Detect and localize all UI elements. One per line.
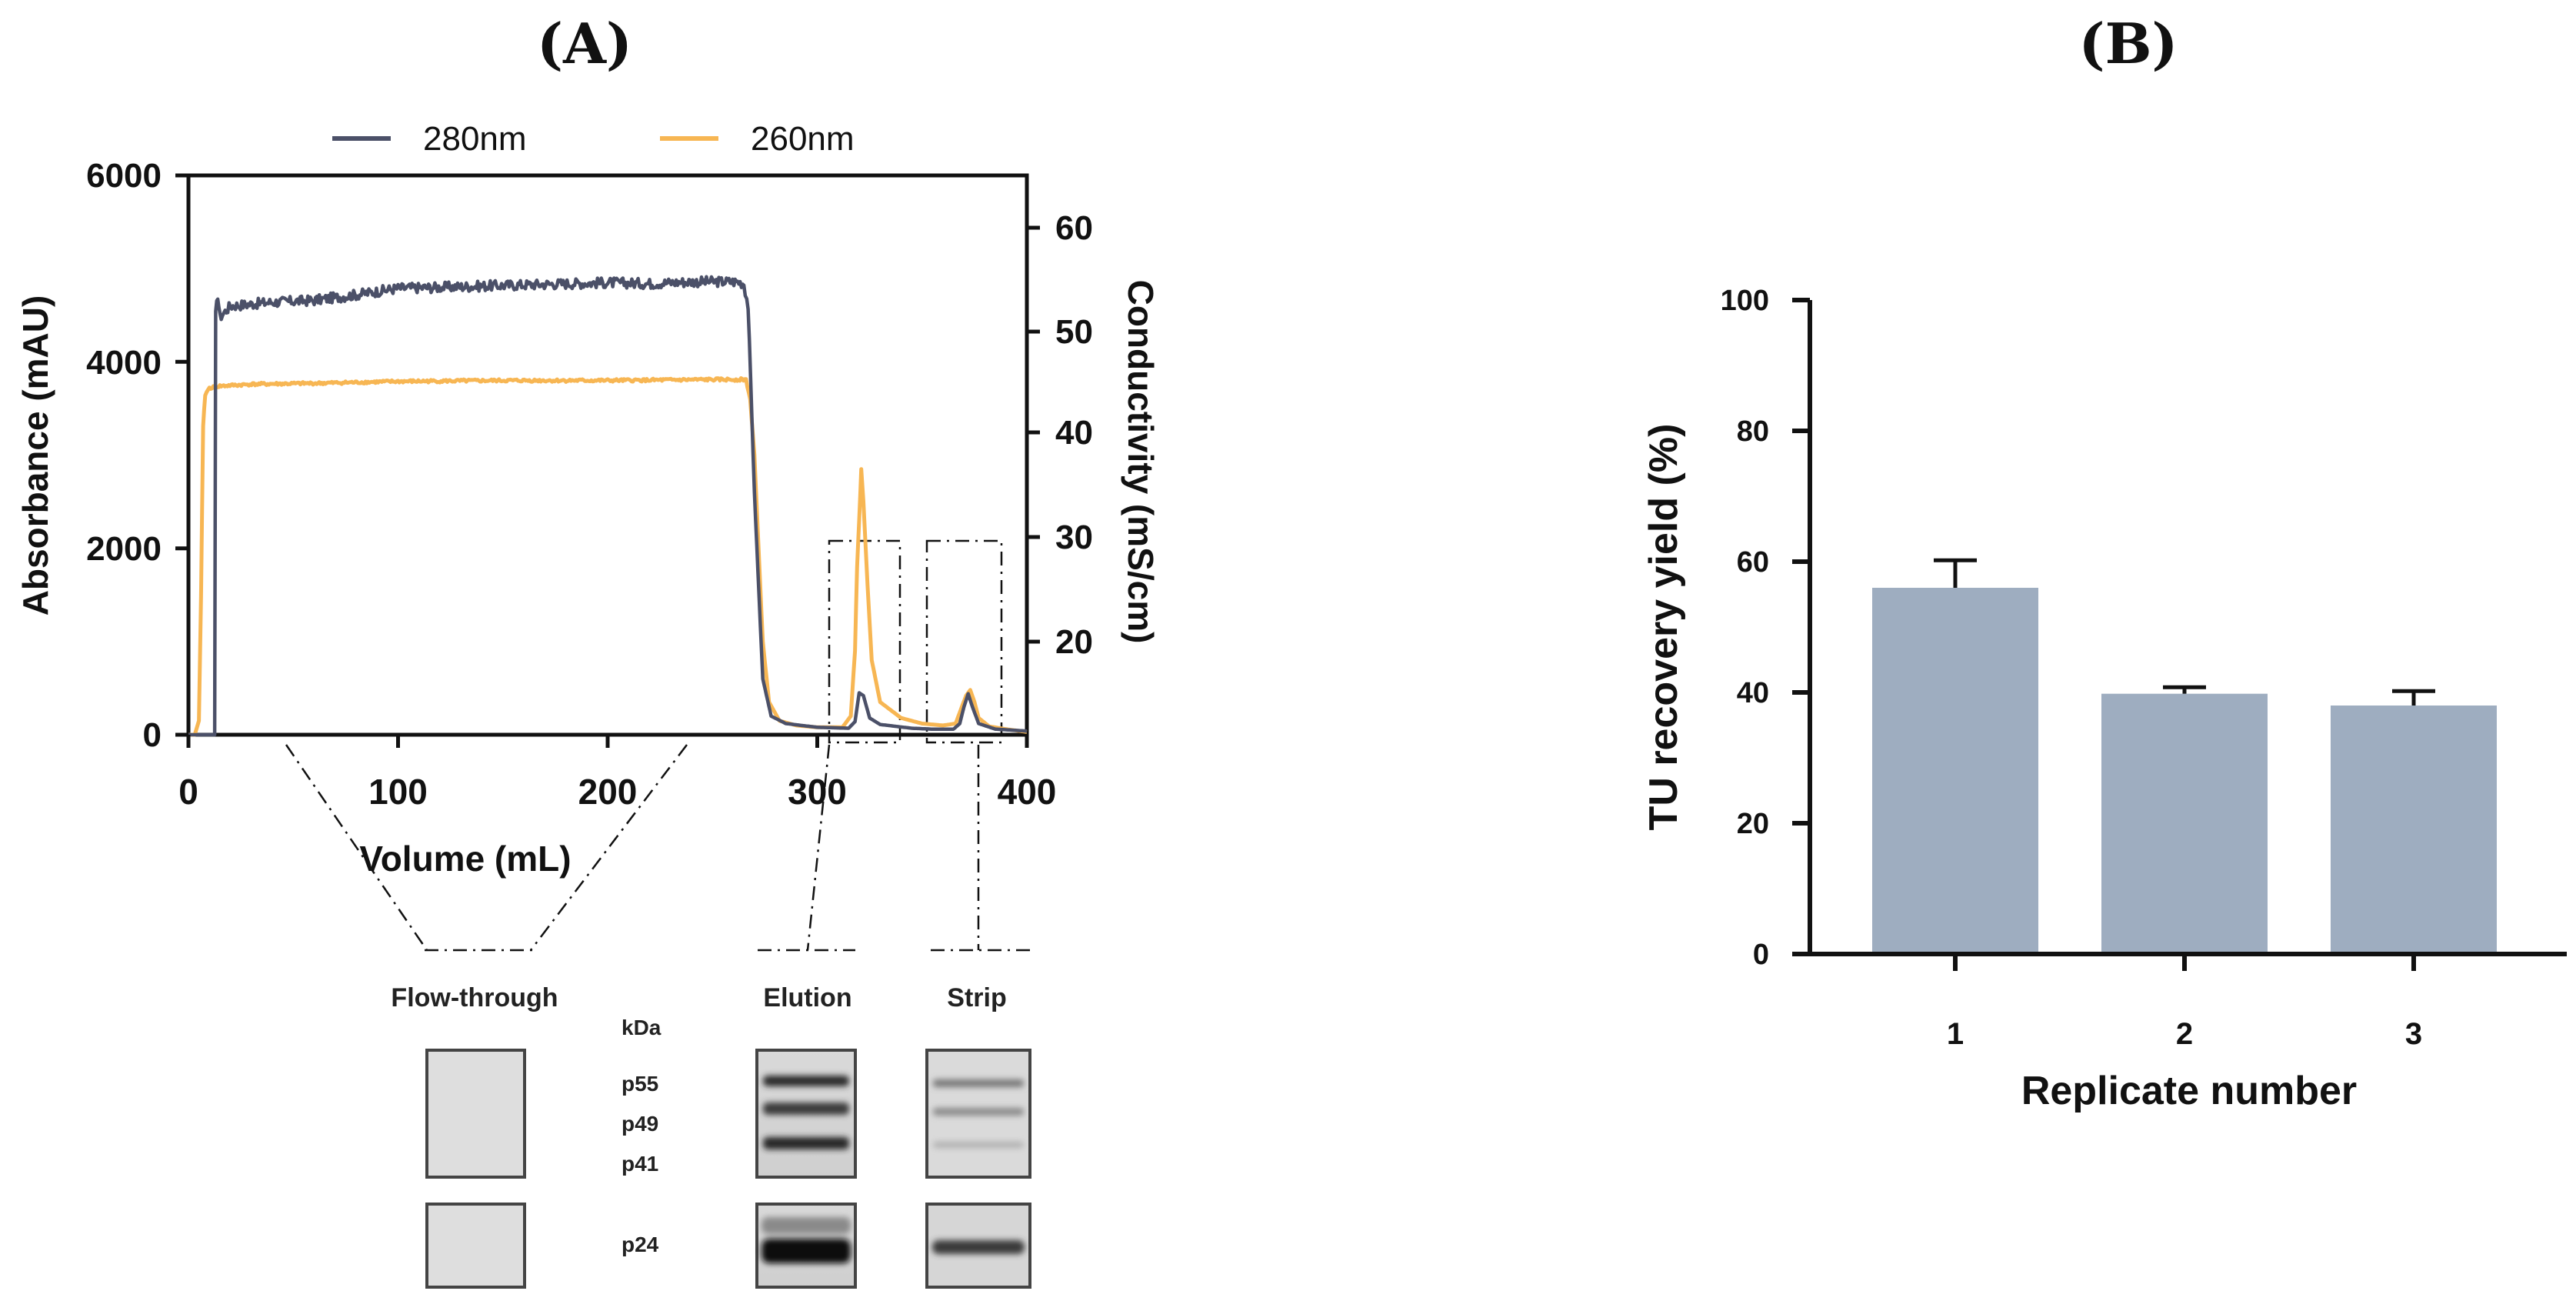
marker-p24: p24 — [622, 1233, 659, 1256]
x-tick-label: 2 — [2176, 1017, 2193, 1051]
kda-label: kDa — [622, 1016, 661, 1039]
legend-label-280nm: 280nm — [423, 120, 527, 158]
series-280nm-line — [188, 275, 1028, 737]
y-axis-title: Absorbance (mAU) — [15, 295, 55, 616]
flow-through-blot-bottom — [425, 1203, 526, 1289]
strip-band-p49 — [933, 1108, 1024, 1116]
elution-region-box — [828, 539, 901, 744]
flow-through-blot-top — [425, 1049, 526, 1179]
recovery-yield-bar-chart: 0 20 40 60 80 100 1 2 3 Replicate number… — [1641, 285, 2567, 1113]
y-axis-title: TU recovery yield (%) — [1641, 424, 1686, 831]
bar-replicate-1 — [1872, 588, 2038, 954]
y2-tick-label: 40 — [1055, 414, 1093, 452]
y-axis-right: 20 30 40 50 60 — [1027, 209, 1093, 661]
strip-band-p41 — [933, 1142, 1024, 1148]
error-bars — [1934, 558, 2435, 706]
y-tick-label: 4000 — [86, 344, 162, 382]
x-tick-label: 300 — [788, 772, 847, 812]
chromatogram-chart: 280nm 260nm 0 100 200 300 400 — [15, 120, 1161, 952]
connector-line — [806, 744, 831, 951]
y2-tick-label: 20 — [1055, 623, 1093, 661]
x-tick-label: 3 — [2405, 1017, 2422, 1051]
elution-band-p24 — [761, 1239, 851, 1263]
x-axis-title: Replicate number — [2021, 1069, 2357, 1113]
marker-p55: p55 — [622, 1072, 658, 1096]
x-tick-label: 1 — [1947, 1017, 1964, 1051]
y-tick-label: 0 — [1753, 939, 1769, 971]
y2-axis-title: Conductivity (mS/cm) — [1121, 280, 1161, 644]
x-axis: 0 100 200 300 400 — [178, 735, 1056, 812]
legend: 280nm 260nm — [332, 120, 855, 158]
y-tick-label: 6000 — [86, 157, 162, 195]
blot-connector-lines — [285, 744, 1031, 952]
y-tick-label: 40 — [1737, 677, 1769, 709]
x-axis: 1 2 3 — [1947, 954, 2422, 1051]
bar-replicate-3 — [2331, 706, 2497, 954]
y-axis-left: 0 2000 4000 6000 — [86, 157, 188, 754]
x-tick-label: 100 — [368, 772, 428, 812]
x-axis-title: Volume (mL) — [359, 839, 571, 879]
elution-label: Elution — [763, 983, 851, 1012]
y-tick-label: 2000 — [86, 530, 162, 568]
strip-band-p24 — [932, 1240, 1025, 1254]
marker-p41: p41 — [622, 1152, 658, 1176]
y-tick-label: 0 — [143, 716, 162, 754]
series-260nm-line — [188, 376, 1028, 737]
y2-tick-label: 60 — [1055, 209, 1093, 247]
strip-region-box — [925, 539, 1003, 744]
y-axis: 0 20 40 60 80 100 — [1721, 285, 1810, 971]
bars — [1872, 588, 2497, 954]
flow-through-label: Flow-through — [391, 983, 558, 1012]
panel-b-label: (B) — [2079, 11, 2178, 76]
y-tick-label: 80 — [1737, 415, 1769, 448]
y2-tick-label: 30 — [1055, 519, 1093, 556]
x-tick-label: 400 — [998, 772, 1057, 812]
elution-band-p55 — [763, 1076, 849, 1086]
elution-smear-p24 — [761, 1217, 851, 1234]
x-tick-label: 0 — [178, 772, 198, 812]
legend-label-260nm: 260nm — [751, 120, 855, 158]
plot-frame — [186, 173, 1029, 737]
marker-p49: p49 — [622, 1112, 658, 1136]
y-tick-label: 60 — [1737, 546, 1769, 579]
bar-replicate-2 — [2101, 693, 2268, 954]
y-tick-label: 20 — [1737, 808, 1769, 840]
elution-band-p49 — [763, 1103, 849, 1115]
western-blot: Flow-through Elution Strip kDa p55 p49 p… — [391, 983, 1031, 1289]
panel-a-label: (A) — [537, 11, 632, 76]
elution-band-p41 — [763, 1137, 849, 1149]
strip-label: Strip — [947, 983, 1006, 1012]
strip-band-p55 — [933, 1079, 1024, 1087]
y-tick-label: 100 — [1721, 285, 1769, 317]
connector-line — [285, 744, 428, 951]
y2-tick-label: 50 — [1055, 313, 1093, 351]
x-tick-label: 200 — [578, 772, 638, 812]
